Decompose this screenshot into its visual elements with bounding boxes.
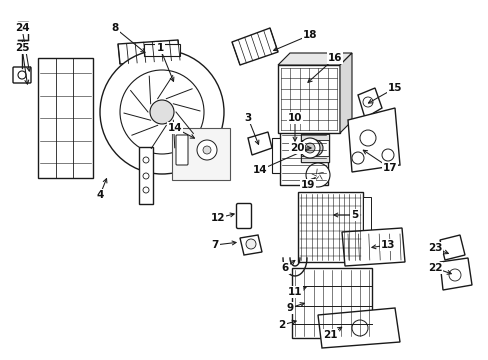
Text: 24: 24 <box>15 23 29 33</box>
Text: 6: 6 <box>281 263 288 273</box>
Circle shape <box>142 173 149 179</box>
FancyBboxPatch shape <box>291 268 371 338</box>
Text: 5: 5 <box>351 210 358 220</box>
Circle shape <box>351 152 363 164</box>
Text: 2: 2 <box>278 320 285 330</box>
Text: 21: 21 <box>322 330 337 340</box>
Circle shape <box>306 140 323 156</box>
FancyBboxPatch shape <box>362 197 370 257</box>
FancyBboxPatch shape <box>271 138 280 173</box>
Polygon shape <box>118 40 180 64</box>
Text: 20: 20 <box>289 143 304 153</box>
Text: 14: 14 <box>167 123 182 133</box>
Circle shape <box>362 97 372 107</box>
FancyBboxPatch shape <box>301 134 328 162</box>
Circle shape <box>100 50 224 174</box>
Polygon shape <box>240 235 262 255</box>
Circle shape <box>448 269 460 281</box>
FancyBboxPatch shape <box>301 134 328 140</box>
Polygon shape <box>247 132 271 155</box>
Polygon shape <box>231 28 278 65</box>
Polygon shape <box>339 53 351 133</box>
FancyBboxPatch shape <box>38 58 93 178</box>
Text: 17: 17 <box>382 163 397 173</box>
Text: 15: 15 <box>387 83 402 93</box>
Circle shape <box>203 146 210 154</box>
Circle shape <box>197 140 217 160</box>
Polygon shape <box>341 228 404 266</box>
Text: 19: 19 <box>300 180 315 190</box>
FancyBboxPatch shape <box>172 128 229 180</box>
FancyBboxPatch shape <box>236 203 251 229</box>
Text: 13: 13 <box>380 240 394 250</box>
FancyBboxPatch shape <box>143 44 180 56</box>
Circle shape <box>351 320 367 336</box>
FancyBboxPatch shape <box>280 130 327 185</box>
Circle shape <box>305 163 329 187</box>
FancyBboxPatch shape <box>297 192 362 262</box>
Circle shape <box>359 130 375 146</box>
Text: 4: 4 <box>96 190 103 200</box>
Circle shape <box>150 100 174 124</box>
Polygon shape <box>439 258 471 290</box>
Text: 1: 1 <box>156 43 163 53</box>
Text: 9: 9 <box>286 303 293 313</box>
Text: 10: 10 <box>287 113 302 123</box>
Text: 16: 16 <box>327 53 342 63</box>
Text: 11: 11 <box>287 287 302 297</box>
Polygon shape <box>317 308 399 348</box>
Text: 25: 25 <box>15 43 29 53</box>
Circle shape <box>142 157 149 163</box>
FancyBboxPatch shape <box>278 65 339 133</box>
Text: 14: 14 <box>252 165 267 175</box>
Text: 3: 3 <box>244 113 251 123</box>
Text: 22: 22 <box>427 263 441 273</box>
Polygon shape <box>439 235 464 260</box>
Text: 18: 18 <box>302 30 317 40</box>
Circle shape <box>305 143 314 153</box>
Polygon shape <box>347 108 399 172</box>
Text: 8: 8 <box>111 23 119 33</box>
FancyBboxPatch shape <box>176 135 187 165</box>
Text: 7: 7 <box>211 240 218 250</box>
Circle shape <box>299 138 319 158</box>
Circle shape <box>142 187 149 193</box>
FancyBboxPatch shape <box>301 156 328 162</box>
Circle shape <box>381 149 393 161</box>
Circle shape <box>120 70 203 154</box>
FancyBboxPatch shape <box>139 147 153 204</box>
Polygon shape <box>357 88 381 118</box>
Polygon shape <box>278 53 351 65</box>
Circle shape <box>18 71 26 79</box>
Text: 12: 12 <box>210 213 225 223</box>
Text: 23: 23 <box>427 243 441 253</box>
Circle shape <box>245 239 256 249</box>
FancyBboxPatch shape <box>13 67 31 83</box>
